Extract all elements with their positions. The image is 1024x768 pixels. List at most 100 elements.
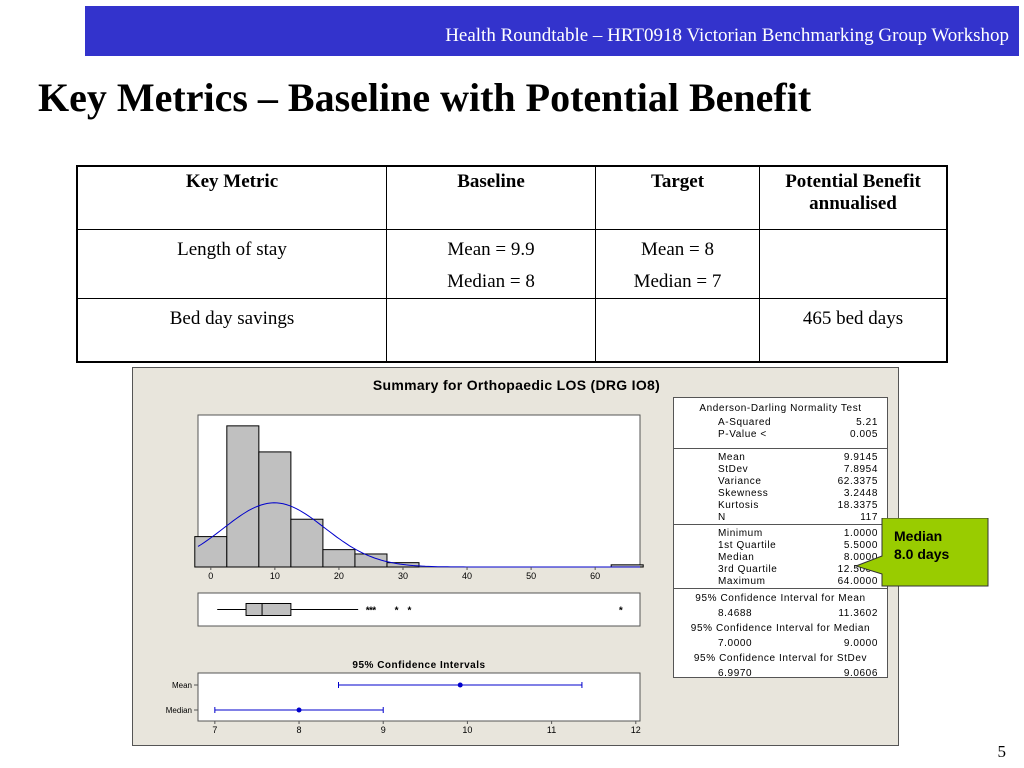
ci-low: 6.9970 (718, 668, 753, 679)
boxplot-outlier: * (369, 606, 373, 617)
stat-value: 3.2448 (843, 488, 878, 499)
cell-baseline (386, 298, 596, 363)
stat-row: Skewness 3.2448 (674, 488, 887, 500)
stat-row: N 117 (674, 512, 887, 524)
summary-panel: Summary for Orthopaedic LOS (DRG IO8) 0 1… (132, 367, 899, 746)
stat-label: P-Value < (718, 429, 767, 440)
stat-value: 5.21 (856, 417, 878, 428)
table-row: Bed day savings 465 bed days (76, 298, 948, 363)
stat-value: 18.3375 (837, 500, 878, 511)
stat-value: 5.5000 (843, 540, 878, 551)
stat-label: N (718, 512, 726, 523)
ci-point (296, 707, 302, 713)
histogram-tick-label: 40 (462, 571, 472, 581)
histogram-bar (258, 451, 292, 568)
header-bar: Health Roundtable – HRT0918 Victorian Be… (85, 6, 1019, 56)
header-baseline: Baseline (386, 165, 596, 230)
histogram-tick-label: 30 (398, 571, 408, 581)
quartiles-section: Minimum 1.0000 1st Quartile 5.5000 Median 8… (674, 525, 887, 589)
median-callout (854, 518, 989, 587)
ci-row: 8.4688 11.3602 (674, 606, 887, 621)
stat-row: Mean 9.9145 (674, 452, 887, 464)
stat-label: 3rd Quartile (718, 564, 778, 575)
boxplot-box (245, 603, 292, 616)
cell-metric-text: Bed day savings (169, 308, 295, 329)
summary-title: Summary for Orthopaedic LOS (DRG IO8) (372, 377, 661, 393)
stat-row: Variance 62.3375 (674, 476, 887, 488)
stat-value: 62.3375 (837, 476, 878, 487)
page-number: 5 (997, 742, 1007, 761)
stat-label: Median (718, 552, 755, 563)
histogram-bar (226, 425, 260, 568)
moments-section: Mean 9.9145 StDev 7.8954 Variance 62.3375 S… (674, 449, 887, 525)
stat-value: 9.9145 (843, 452, 878, 463)
cell-metric: Length of stay (76, 229, 387, 299)
header-potential-benefit: Potential Benefit annualised (759, 165, 948, 230)
ci-row-label: Mean (172, 681, 192, 690)
normal-curve (197, 502, 640, 568)
ci-tick-label: 11 (547, 725, 556, 735)
ci-row: 6.9970 9.0606 (674, 666, 887, 681)
ci-high: 9.0000 (843, 638, 878, 649)
ci-frame (197, 672, 641, 722)
stat-label: 1st Quartile (718, 540, 777, 551)
normality-section: Anderson-Darling Normality Test A-Square… (674, 398, 887, 449)
ci-row: 7.0000 9.0000 (674, 636, 887, 651)
ci-tick-label: 12 (631, 725, 641, 735)
metrics-table: Key Metric Baseline Target Potential Ben… (76, 165, 948, 363)
header-target: Target (595, 165, 760, 230)
table-header-row: Key Metric Baseline Target Potential Ben… (76, 165, 948, 230)
cell-target: Mean = 8 Median = 7 (595, 229, 760, 299)
stat-label: Skewness (718, 488, 769, 499)
ci-tick-label: 9 (381, 725, 386, 735)
normality-heading: Anderson-Darling Normality Test (699, 403, 862, 414)
histogram-bar (290, 518, 324, 568)
callout-line1: Median (894, 528, 943, 544)
header-key-metric: Key Metric (76, 165, 387, 230)
cell-benefit: 465 bed days (759, 298, 948, 363)
stat-label: A-Squared (718, 417, 772, 428)
ci-high: 9.0606 (843, 668, 878, 679)
stats-box: Anderson-Darling Normality Test A-Square… (673, 397, 888, 681)
ci-tick-label: 8 (297, 725, 302, 735)
boxplot-outlier: * (366, 606, 370, 617)
baseline-median: Median = 8 (447, 271, 535, 292)
ci-section: 95% Confidence Interval for Mean 8.4688 1… (674, 589, 887, 681)
stat-value: 117 (860, 512, 878, 523)
stat-row: Kurtosis 18.3375 (674, 500, 887, 512)
ci-mean-heading: 95% Confidence Interval for Mean (695, 593, 866, 604)
cell-metric-text: Length of stay (177, 239, 287, 260)
histogram-tick-label: 20 (334, 571, 344, 581)
stat-value: 8.0000 (843, 552, 878, 563)
boxplot-outlier: * (372, 606, 376, 617)
stat-row: Minimum 1.0000 (674, 528, 887, 540)
stat-row: 3rd Quartile 12.5000 (674, 564, 887, 576)
stat-row: 1st Quartile 5.5000 (674, 540, 887, 552)
histogram-tick-label: 10 (270, 571, 280, 581)
stat-label: Mean (718, 452, 746, 463)
callout-shape (854, 518, 989, 587)
boxplot-outlier: * (407, 606, 411, 617)
table-row: Length of stay Mean = 9.9 Median = 8 Mea… (76, 229, 948, 299)
ci-point (457, 682, 463, 688)
histogram-bar (194, 536, 228, 568)
ci-tick-label: 7 (212, 725, 217, 735)
ci-high: 11.3602 (838, 608, 878, 619)
cell-metric: Bed day savings (76, 298, 387, 363)
ci-tick-label: 10 (462, 725, 472, 735)
ci-median-heading: 95% Confidence Interval for Median (690, 623, 871, 634)
boxplot-outlier: * (395, 606, 399, 617)
stat-value: 12.5000 (837, 564, 878, 575)
histogram-bar (354, 553, 388, 568)
histogram-tick-label: 0 (208, 571, 213, 581)
target-mean: Mean = 8 (641, 239, 714, 260)
histogram-bar (322, 549, 356, 568)
cell-target (595, 298, 760, 363)
histogram-chart: 0 10 20 30 40 50 60* * * * * *95% Confidence Interv… (166, 414, 644, 735)
callout-text: Median 8.0 days (894, 527, 949, 563)
cell-benefit (759, 229, 948, 299)
cell-benefit-text: 465 bed days (802, 308, 904, 329)
stat-label: Kurtosis (718, 500, 759, 511)
stat-row: StDev 7.8954 (674, 464, 887, 476)
slide-title: Key Metrics – Baseline with Potential Be… (38, 75, 812, 120)
